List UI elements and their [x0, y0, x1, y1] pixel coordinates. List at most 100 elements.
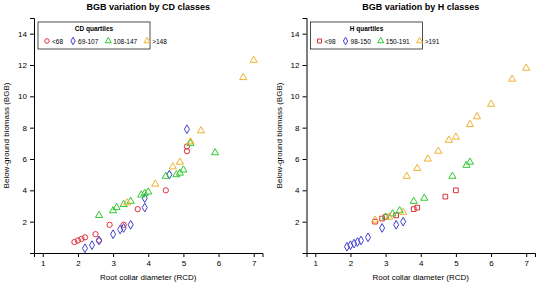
- x-tick: 7: [524, 253, 529, 268]
- point: [145, 188, 152, 194]
- point: [386, 213, 393, 219]
- y-axis-title: Below-ground biomass (BGB): [275, 82, 284, 188]
- legend-label: <98: [325, 38, 336, 45]
- y-tick-mark: [303, 65, 307, 66]
- x-tick: 5: [182, 253, 187, 268]
- y-tick-label: 8: [23, 124, 28, 133]
- x-tick-label: 6: [217, 259, 222, 268]
- legend-label: 150-191: [386, 38, 410, 45]
- x-tick-mark: [421, 253, 422, 257]
- x-axis: 1234567: [307, 253, 536, 268]
- y-tick: 6: [23, 155, 34, 164]
- point: [197, 127, 204, 133]
- point: [473, 113, 480, 119]
- y-tick-mark: [303, 128, 307, 129]
- legend-symbol: [45, 39, 50, 44]
- point: [410, 197, 417, 203]
- y-tick-mark: [303, 190, 307, 191]
- point: [211, 149, 218, 155]
- y-tick: 10: [18, 92, 34, 101]
- point: [142, 203, 147, 212]
- x-tick-mark: [183, 253, 184, 257]
- point: [421, 194, 428, 200]
- legend-title: CD quartiles: [75, 25, 114, 33]
- x-tick: 1: [314, 253, 319, 268]
- point: [424, 155, 431, 161]
- x-tick: 6: [217, 253, 222, 268]
- y-tick-label: 4: [23, 186, 28, 195]
- point: [152, 180, 159, 186]
- point: [487, 100, 494, 106]
- x-tick: 2: [76, 253, 81, 268]
- point: [162, 172, 169, 178]
- point: [401, 217, 406, 226]
- y-tick: 12: [291, 61, 307, 70]
- y-tick: 14: [18, 30, 34, 39]
- x-axis-line: [35, 254, 264, 258]
- y-tick-label: 6: [23, 155, 28, 164]
- x-tick-mark: [78, 253, 79, 257]
- x-tick-mark: [456, 253, 457, 257]
- y-tick-label: 4: [295, 186, 300, 195]
- point: [400, 208, 407, 214]
- legend: H quartiles<9898-150150-191>191: [311, 22, 440, 49]
- legend: CD quartiles<6869-107108-147>148: [38, 22, 167, 49]
- point: [95, 211, 102, 217]
- x-tick-label: 4: [147, 259, 152, 268]
- legend-box: [311, 22, 423, 49]
- point: [403, 172, 410, 178]
- y-tick-mark: [30, 159, 34, 160]
- x-tick-mark: [386, 253, 387, 257]
- title: BGB variation by CD classes: [86, 2, 210, 12]
- x-tick-label: 5: [454, 259, 459, 268]
- legend-symbol: [318, 39, 322, 43]
- point: [454, 188, 459, 193]
- x-tick-mark: [350, 253, 351, 257]
- legend-label: 69-107: [78, 38, 99, 45]
- x-tick-label: 5: [182, 259, 187, 268]
- point: [365, 233, 370, 242]
- y-tick-label: 14: [291, 30, 300, 39]
- x-tick: 6: [489, 253, 494, 268]
- x-tick: 7: [252, 253, 257, 268]
- y-tick-label: 14: [18, 30, 27, 39]
- x-tick-mark: [315, 253, 316, 257]
- x-tick-label: 1: [41, 259, 46, 268]
- x-tick-label: 3: [111, 259, 116, 268]
- legend-title: H quartiles: [350, 25, 384, 33]
- y-axis-line: [30, 19, 35, 254]
- point: [415, 205, 420, 210]
- point: [250, 56, 257, 62]
- point: [466, 158, 473, 164]
- legend-label: 108-147: [113, 38, 137, 45]
- point: [128, 220, 133, 229]
- point: [452, 133, 459, 139]
- point: [449, 172, 456, 178]
- x-tick: 4: [419, 253, 424, 268]
- legend-label: 98-150: [351, 38, 372, 45]
- x-axis-title: Root collar diameter (RCD): [373, 273, 470, 282]
- y-axis-title: Below-ground biomass (BGB): [2, 82, 11, 188]
- x-tick: 4: [147, 253, 152, 268]
- y-tick-mark: [30, 65, 34, 66]
- legend-symbol: [105, 37, 111, 42]
- x-tick-label: 7: [524, 259, 529, 268]
- legend-symbol: [71, 37, 75, 44]
- y-tick: 8: [23, 124, 34, 133]
- y-tick: 4: [295, 186, 306, 195]
- y-tick: 2: [23, 218, 34, 227]
- x-tick-label: 1: [314, 259, 319, 268]
- x-tick-label: 2: [76, 259, 81, 268]
- x-tick-mark: [219, 253, 220, 257]
- x-tick-label: 2: [349, 259, 354, 268]
- y-axis: 2468101214: [291, 19, 307, 254]
- point: [163, 188, 168, 193]
- figure: 12345672468101214Root collar diameter (R…: [0, 0, 545, 285]
- y-tick-mark: [30, 128, 34, 129]
- point: [394, 220, 399, 229]
- y-tick-mark: [30, 222, 34, 223]
- point: [82, 235, 87, 240]
- x-tick: 1: [41, 253, 46, 268]
- y-tick-label: 12: [291, 61, 300, 70]
- legend-label: <68: [52, 38, 63, 45]
